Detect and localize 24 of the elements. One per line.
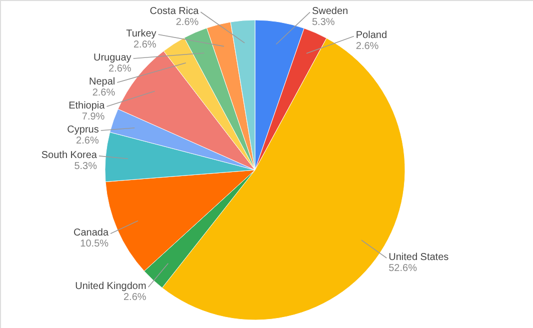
slice-label: Costa Rica <box>150 6 200 17</box>
slice-label: Turkey <box>126 28 156 40</box>
slice-label: Sweden <box>312 6 348 18</box>
slice-label: Ethiopia <box>68 100 106 112</box>
data-label: 2.6% <box>108 64 132 75</box>
data-label: 2.6% <box>356 41 379 52</box>
slice-label: Canada <box>73 228 109 239</box>
data-label: 2.6% <box>76 136 99 147</box>
slice-label: Nepal <box>88 76 116 88</box>
data-label: 52.6% <box>388 263 418 274</box>
slice-label: Cyprus <box>67 124 99 136</box>
slice-label: United States <box>388 252 449 263</box>
slice-label: Poland <box>356 30 388 42</box>
data-label: 7.9% <box>82 112 105 123</box>
data-label: 10.5% <box>80 238 109 250</box>
slice-label: United Kingdom <box>75 281 146 292</box>
data-label: 2.6% <box>92 88 116 99</box>
slice-label: Uruguay <box>93 52 132 64</box>
slice-label: South Korea <box>41 150 98 161</box>
data-label: 2.6% <box>176 17 199 28</box>
data-label: 5.3% <box>312 17 335 28</box>
data-label: 2.6% <box>133 40 156 51</box>
data-label: 2.6% <box>123 292 146 304</box>
data-label: 5.3% <box>74 160 98 172</box>
